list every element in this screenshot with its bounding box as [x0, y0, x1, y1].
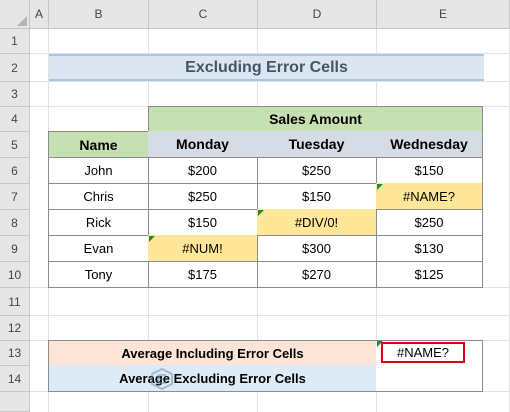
- cell-wednesday[interactable]: $250: [376, 209, 483, 236]
- average-excluding-value[interactable]: [376, 365, 483, 392]
- row-header-15-partial: [0, 392, 30, 412]
- average-including-label[interactable]: Average Including Error Cells: [48, 340, 377, 366]
- row-header-12[interactable]: 12: [0, 316, 30, 341]
- row-header-14[interactable]: 14: [0, 366, 30, 392]
- page-title: Excluding Error Cells: [185, 58, 348, 76]
- header-wednesday[interactable]: Wednesday: [376, 131, 483, 158]
- header-monday[interactable]: Monday: [148, 131, 258, 158]
- average-excluding-label[interactable]: Average Excluding Error Cells: [48, 365, 377, 392]
- cell-monday[interactable]: $150: [148, 209, 258, 236]
- title-banner[interactable]: Excluding Error Cells: [49, 54, 484, 81]
- cell-wednesday[interactable]: $130: [376, 235, 483, 262]
- cell-tuesday[interactable]: $270: [257, 261, 377, 288]
- cell-monday[interactable]: $200: [148, 157, 258, 184]
- gridline-row-11: [30, 315, 510, 316]
- header-name[interactable]: Name: [48, 131, 149, 158]
- column-header-c[interactable]: C: [149, 0, 258, 29]
- cell-tuesday[interactable]: $150: [257, 183, 377, 210]
- row-header-11[interactable]: 11: [0, 288, 30, 316]
- row-header-2[interactable]: 2: [0, 54, 30, 82]
- gridline-row-2: [30, 81, 510, 82]
- cell-wednesday[interactable]: $125: [376, 261, 483, 288]
- select-all-corner[interactable]: [0, 0, 30, 29]
- cell-monday-error[interactable]: #NUM!: [148, 235, 258, 262]
- error-indicator-icon: [149, 236, 155, 242]
- cell-wednesday-error[interactable]: #NAME?: [376, 183, 483, 210]
- row-header-4[interactable]: 4: [0, 107, 30, 132]
- cell-tuesday-error[interactable]: #DIV/0!: [257, 209, 377, 236]
- row-header-8[interactable]: 8: [0, 210, 30, 236]
- column-header-d[interactable]: D: [258, 0, 377, 29]
- cell-name[interactable]: Rick: [48, 209, 149, 236]
- row-header-5[interactable]: 5: [0, 132, 30, 158]
- cell-monday[interactable]: $250: [148, 183, 258, 210]
- cell-tuesday[interactable]: $250: [257, 157, 377, 184]
- row-header-9[interactable]: 9: [0, 236, 30, 262]
- cell-name[interactable]: John: [48, 157, 149, 184]
- cell-name[interactable]: Chris: [48, 183, 149, 210]
- row-header-1[interactable]: 1: [0, 29, 30, 54]
- column-header-e[interactable]: E: [377, 0, 510, 29]
- sales-amount-header[interactable]: Sales Amount: [148, 106, 483, 132]
- cell-wednesday[interactable]: $150: [376, 157, 483, 184]
- error-indicator-icon: [377, 184, 383, 190]
- cell-name[interactable]: Evan: [48, 235, 149, 262]
- column-header-a[interactable]: A: [30, 0, 49, 29]
- error-indicator-icon: [377, 341, 383, 347]
- column-header-b[interactable]: B: [49, 0, 149, 29]
- cell-name[interactable]: Tony: [48, 261, 149, 288]
- row-header-6[interactable]: 6: [0, 158, 30, 184]
- gridline-row-1: [30, 53, 510, 54]
- row-header-7[interactable]: 7: [0, 184, 30, 210]
- average-including-value[interactable]: #NAME?: [381, 342, 465, 363]
- error-indicator-icon: [258, 210, 264, 216]
- row-header-10[interactable]: 10: [0, 262, 30, 288]
- cell-tuesday[interactable]: $300: [257, 235, 377, 262]
- row-header-13[interactable]: 13: [0, 341, 30, 366]
- select-all-triangle-icon: [17, 16, 27, 26]
- row-header-3[interactable]: 3: [0, 82, 30, 107]
- header-tuesday[interactable]: Tuesday: [257, 131, 377, 158]
- cell-monday[interactable]: $175: [148, 261, 258, 288]
